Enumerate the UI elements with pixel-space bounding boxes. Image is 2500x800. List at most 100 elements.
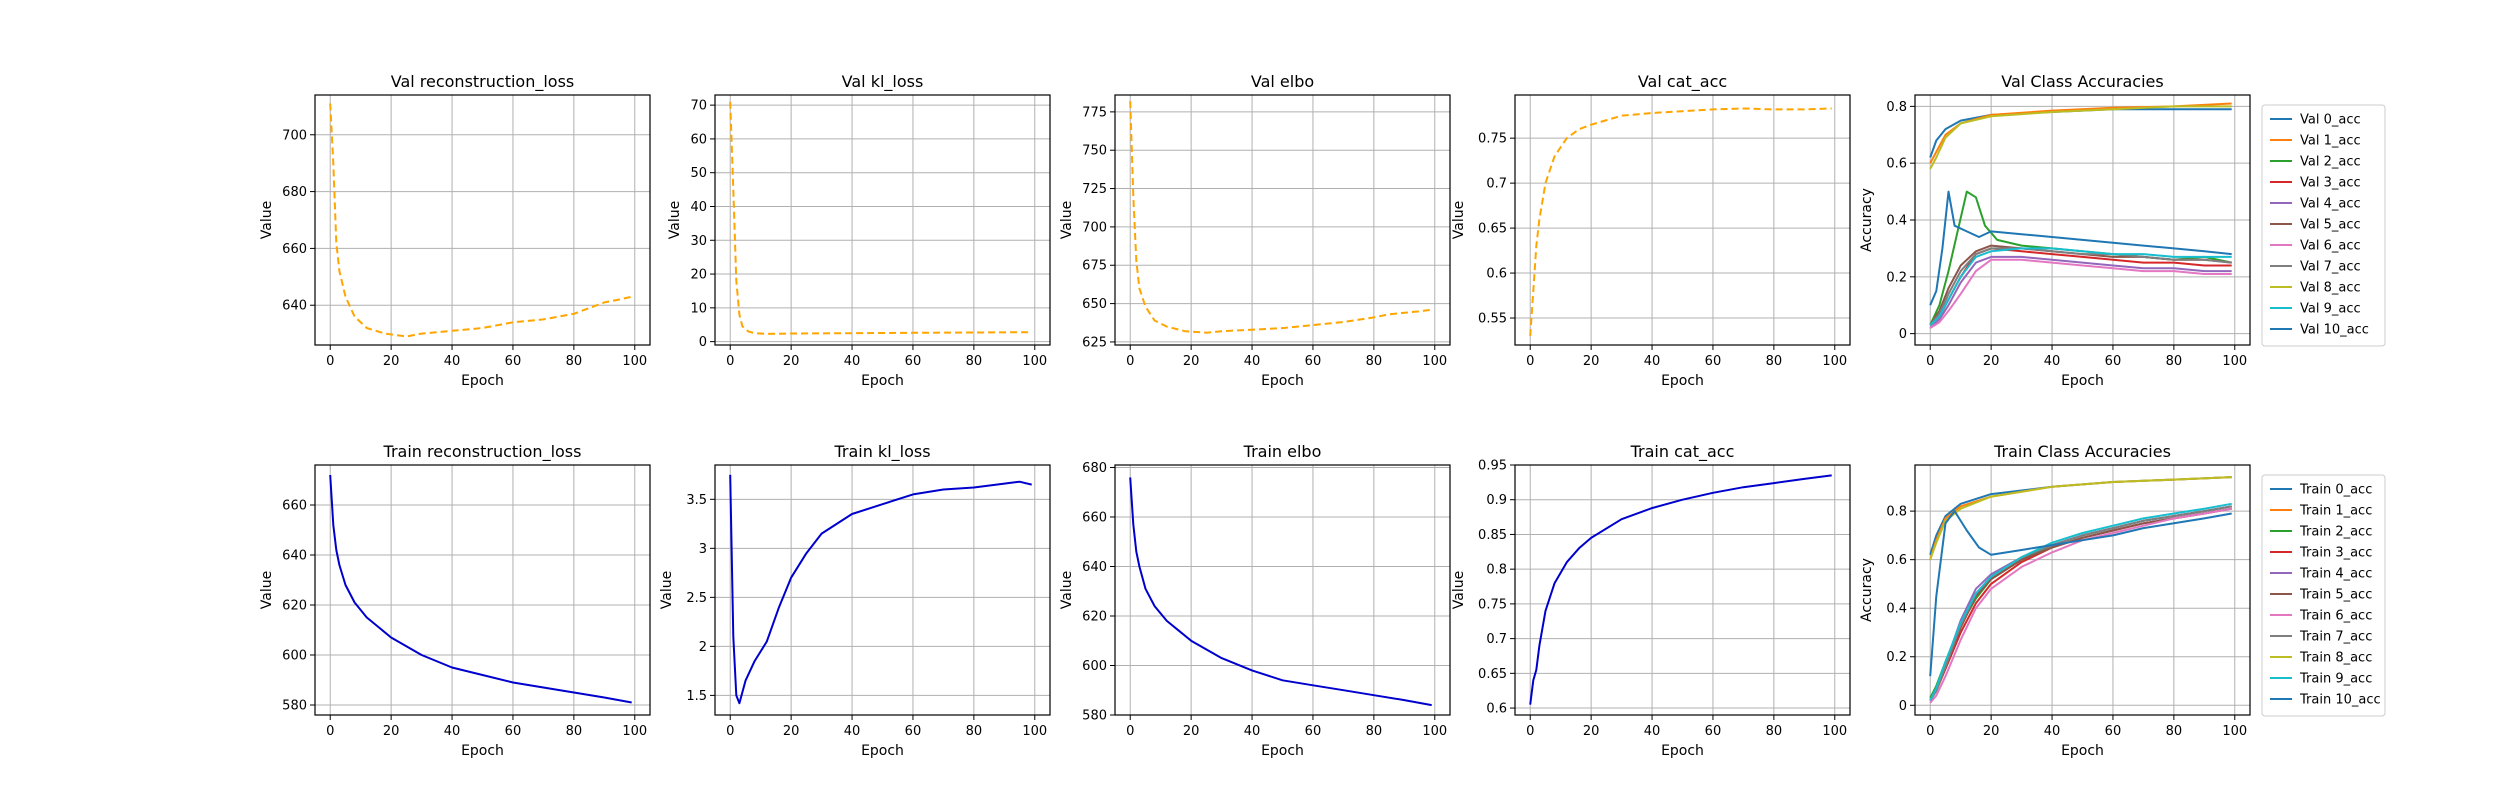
legend-entry: Train 5_acc <box>2299 588 2372 603</box>
x-tick-label: 20 <box>783 724 800 739</box>
x-tick-label: 40 <box>2044 724 2061 739</box>
y-tick-label: 600 <box>1082 659 1107 674</box>
y-tick-label: 0.4 <box>1886 214 1907 229</box>
y-tick-label: 2 <box>699 640 707 655</box>
y-tick-label: 620 <box>282 599 307 614</box>
series-line-val-9_acc <box>1929 247 2232 326</box>
subplot-train_cat: 0 20 40 60 80 100 0.6 0.65 0.7 0.75 0.8 0.85 0.9 0.95… <box>1451 442 1851 759</box>
y-tick-label: 580 <box>1082 709 1107 724</box>
y-tick-label: 0.55 <box>1478 312 1507 327</box>
x-tick-label: 80 <box>1366 724 1383 739</box>
x-tick-label: 60 <box>2105 724 2122 739</box>
legend-entry: Val 2_acc <box>2300 155 2361 170</box>
axes-frame <box>314 94 651 346</box>
x-tick-label: 20 <box>1583 724 1600 739</box>
x-tick-label: 0 <box>726 354 734 369</box>
x-tick-label: 0 <box>326 724 334 739</box>
x-tick-label: 20 <box>1983 354 2000 369</box>
y-tick-label: 2.5 <box>686 591 707 606</box>
y-tick-label: 725 <box>1082 182 1107 197</box>
y-tick-label: 640 <box>282 549 307 564</box>
y-tick-label: 775 <box>1082 105 1107 120</box>
subplot-val_cat: 0 20 40 60 80 100 0.55 0.6 0.65 0.7 0.75 Val cat_ac… <box>1451 72 1851 389</box>
y-tick-label: 700 <box>282 128 307 143</box>
series-line-val-10_acc <box>1929 190 2232 306</box>
y-tick-label: 680 <box>282 185 307 200</box>
series-group <box>329 474 632 704</box>
series-line-0 <box>329 474 632 704</box>
axes-frame <box>714 94 1051 346</box>
axes-frame <box>1514 94 1851 346</box>
subplot-val_elbo: 0 20 40 60 80 100 625 650 675 700 725 750 775 Val elb… <box>1059 72 1451 389</box>
y-tick-label: 640 <box>1082 560 1107 575</box>
series-line-train-9_acc <box>1929 502 2232 701</box>
y-tick-label: 0.75 <box>1478 132 1507 147</box>
x-tick-label: 100 <box>622 354 647 369</box>
y-axis-label: Value <box>667 201 683 239</box>
x-tick-label: 100 <box>622 724 647 739</box>
y-tick-label: 0.8 <box>1486 563 1507 578</box>
x-tick-label: 40 <box>1244 724 1261 739</box>
x-tick-label: 0 <box>1926 354 1934 369</box>
x-tick-label: 100 <box>1422 724 1447 739</box>
x-tick-label: 80 <box>566 354 583 369</box>
x-tick-label: 100 <box>2222 724 2247 739</box>
x-tick-label: 20 <box>783 354 800 369</box>
subplot-val_class: 0 20 40 60 80 100 0 0.2 0.4 0.6 0.8 Val Class Accur… <box>1859 72 2386 389</box>
subplot-train_kl: 0 20 40 60 80 100 1.5 2 2.5 3 3.5 Train kl_loss Epoc… <box>659 442 1051 759</box>
series-line-val-7_acc <box>1929 247 2232 326</box>
y-tick-label: 1.5 <box>686 689 707 704</box>
y-tick-label: 660 <box>282 499 307 514</box>
y-tick-label: 0.4 <box>1886 602 1907 617</box>
y-tick-label: 0.7 <box>1486 177 1507 192</box>
x-tick-label: 0 <box>1126 724 1134 739</box>
x-tick-label: 60 <box>2105 354 2122 369</box>
y-axis-label: Value <box>1059 571 1075 609</box>
subplot-title: Val elbo <box>1251 72 1314 91</box>
x-axis-label: Epoch <box>1261 743 1304 759</box>
y-tick-label: 0.65 <box>1478 667 1507 682</box>
subplot-train_recon: 0 20 40 60 80 100 580 600 620 640 660 Train reconst… <box>259 442 651 759</box>
legend: Train 0_acc Train 1_acc Train 2_acc Train 3… <box>2261 474 2386 717</box>
subplot-title: Train cat_acc <box>1630 442 1735 462</box>
axes-frame <box>314 464 651 716</box>
series-line-0 <box>1529 474 1832 705</box>
legend-entry: Val 8_acc <box>2300 281 2361 296</box>
y-axis-label: Value <box>1451 571 1467 609</box>
y-tick-label: 0.6 <box>1486 702 1507 717</box>
x-tick-label: 80 <box>1766 724 1783 739</box>
series-group <box>1929 102 2232 329</box>
x-tick-label: 80 <box>1766 354 1783 369</box>
y-axis-label: Value <box>1059 201 1075 239</box>
x-tick-label: 100 <box>1022 354 1047 369</box>
x-tick-label: 80 <box>2166 354 2183 369</box>
series-line-train-1_acc <box>1929 476 2232 560</box>
y-tick-label: 20 <box>690 268 707 283</box>
x-tick-label: 80 <box>2166 724 2183 739</box>
legend-entry: Train 7_acc <box>2299 630 2372 645</box>
legend-entry: Val 9_acc <box>2300 302 2361 317</box>
x-tick-label: 100 <box>1022 724 1047 739</box>
x-tick-label: 80 <box>966 354 983 369</box>
y-tick-label: 0 <box>1899 327 1907 342</box>
x-axis-label: Epoch <box>461 373 504 389</box>
y-tick-label: 0.7 <box>1486 632 1507 647</box>
y-tick-label: 0.2 <box>1886 650 1907 665</box>
x-tick-label: 60 <box>905 724 922 739</box>
series-group <box>1129 477 1432 707</box>
y-tick-label: 0 <box>699 335 707 350</box>
legend-entry: Train 3_acc <box>2299 546 2372 561</box>
x-tick-label: 20 <box>1583 354 1600 369</box>
subplot-title: Val reconstruction_loss <box>391 72 575 92</box>
x-tick-label: 60 <box>1705 724 1722 739</box>
x-tick-label: 20 <box>1983 724 2000 739</box>
x-tick-label: 20 <box>383 724 400 739</box>
y-tick-label: 640 <box>282 299 307 314</box>
x-axis-label: Epoch <box>1661 373 1704 389</box>
series-line-val-8_acc <box>1929 105 2232 170</box>
legend-entry: Train 10_acc <box>2299 693 2381 708</box>
y-tick-label: 675 <box>1082 259 1107 274</box>
subplot-title: Val Class Accuracies <box>2001 72 2163 91</box>
axes-frame <box>1114 464 1451 716</box>
subplot-train_elbo: 0 20 40 60 80 100 580 600 620 640 660 680 Train elbo… <box>1059 442 1451 759</box>
